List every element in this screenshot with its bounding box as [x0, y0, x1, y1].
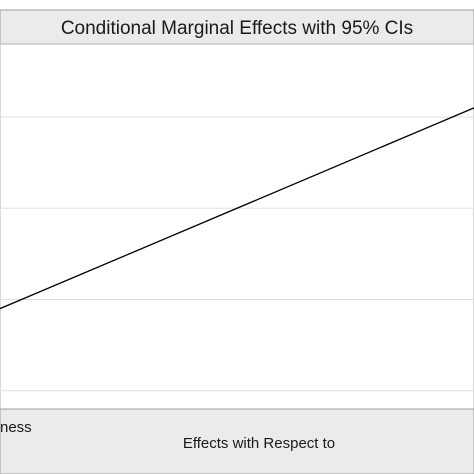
x-axis-label: Effects with Respect to — [183, 435, 335, 452]
chart-title: Conditional Marginal Effects with 95% CI… — [61, 18, 413, 39]
legend-entry: ness — [0, 419, 32, 436]
series-group — [0, 107, 474, 310]
series-line-1 — [0, 107, 474, 310]
legend-strip — [0, 408, 474, 474]
title-strip — [0, 9, 474, 45]
plot-panel — [0, 43, 474, 410]
